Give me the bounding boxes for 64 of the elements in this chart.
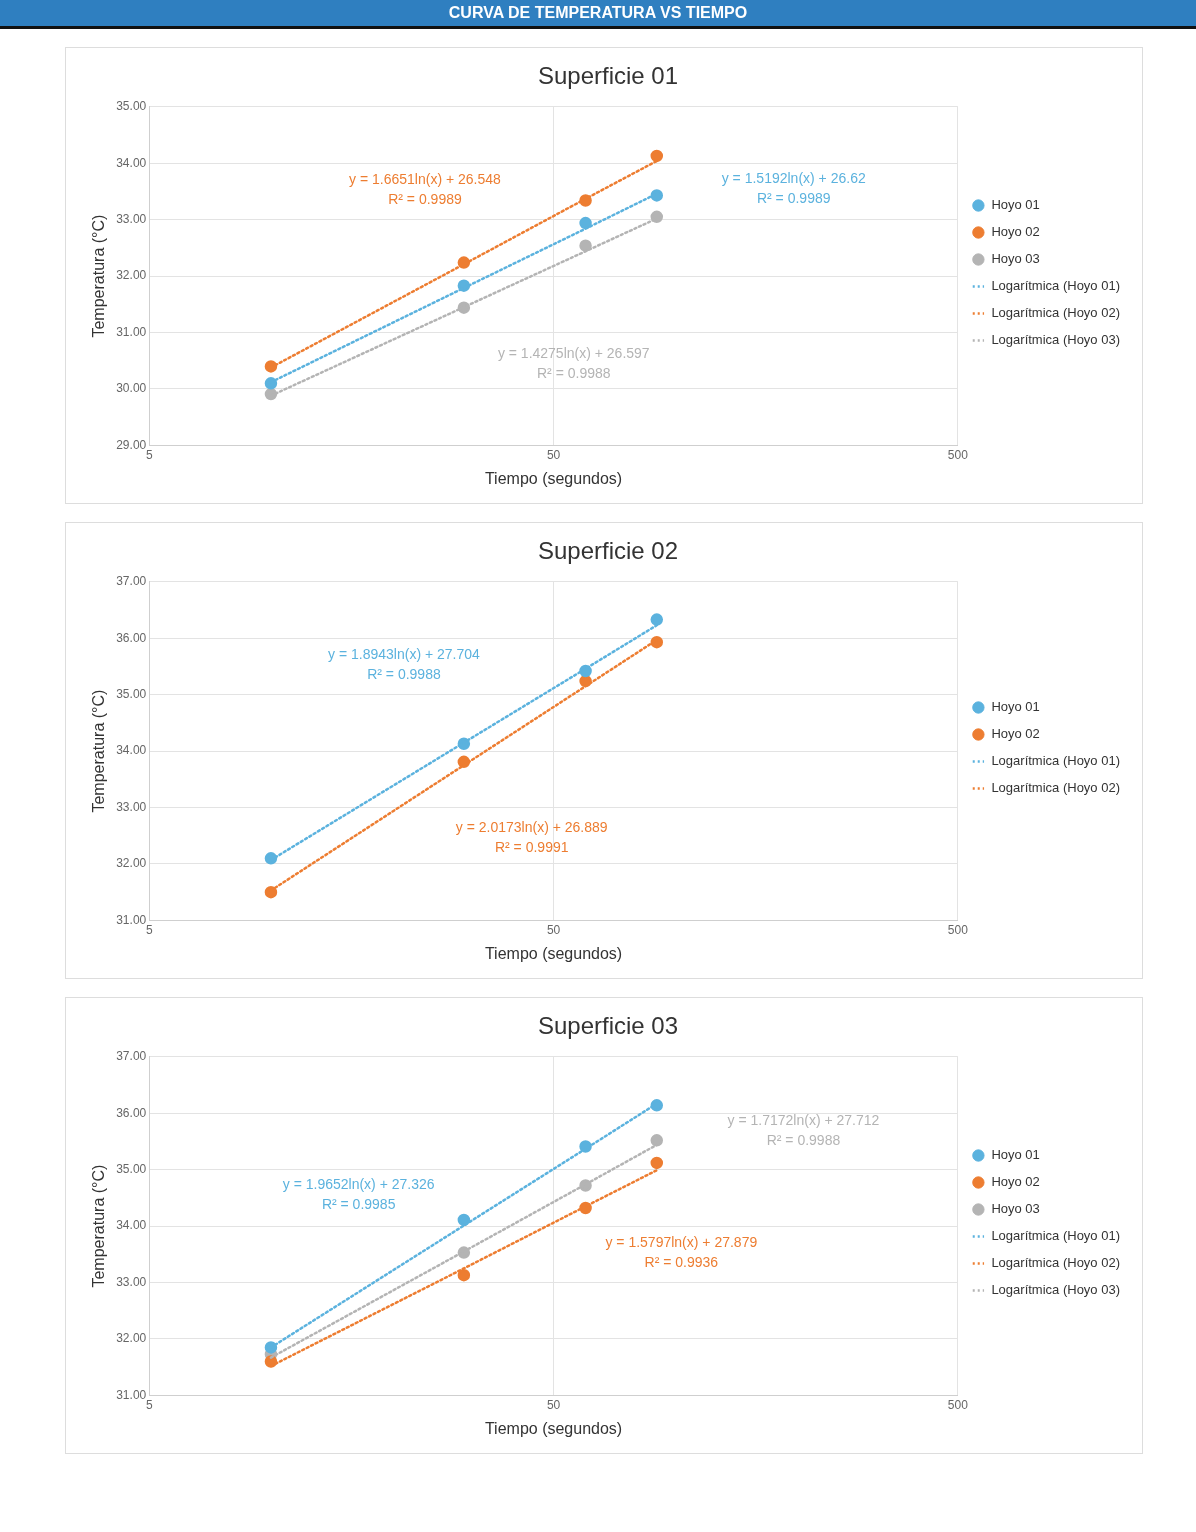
y-axis-title: Temperatura (°C) — [90, 689, 108, 813]
y-tick-label: 35.00 — [116, 686, 147, 701]
y-tick-label: 32.00 — [116, 856, 147, 871]
annotation: y = 1.5192ln(x) + 26.62 R² = 0.9989 — [721, 170, 866, 207]
x-tick-label: 500 — [947, 922, 969, 937]
y-tick-label: 29.00 — [116, 437, 147, 452]
legend-label: Hoyo 03 — [991, 251, 1040, 267]
y-tick-label: 31.00 — [116, 324, 147, 339]
legend-label: Logarítmica (Hoyo 01) — [991, 753, 1121, 769]
chart-title: Superficie 02 — [537, 537, 679, 565]
y-tick-label: 31.00 — [116, 1387, 147, 1402]
x-axis-title: Tiempo (segundos) — [484, 469, 623, 487]
y-tick-label: 33.00 — [116, 211, 147, 226]
x-tick-label: 5 — [145, 447, 153, 462]
y-tick-label: 36.00 — [116, 630, 147, 645]
x-tick-label: 50 — [546, 447, 561, 462]
y-tick-label: 36.00 — [116, 1105, 147, 1120]
legend-label: Hoyo 01 — [991, 699, 1040, 715]
legend-label: Logarítmica (Hoyo 03) — [991, 332, 1121, 348]
y-tick-label: 31.00 — [116, 912, 147, 927]
y-tick-label: 37.00 — [116, 574, 147, 589]
y-tick-label: 33.00 — [116, 1274, 147, 1289]
x-axis-title: Tiempo (segundos) — [484, 1419, 623, 1437]
x-tick-label: 50 — [546, 1397, 561, 1412]
x-tick-label: 500 — [947, 447, 969, 462]
y-tick-label: 34.00 — [116, 743, 147, 758]
legend-label: Hoyo 02 — [991, 1174, 1040, 1190]
legend-label: Logarítmica (Hoyo 01) — [991, 278, 1121, 294]
annotation: y = 2.0173ln(x) + 26.889 R² = 0.9991 — [455, 819, 608, 856]
y-tick-label: 32.00 — [116, 1331, 147, 1346]
legend-label: Hoyo 01 — [991, 197, 1040, 213]
x-axis-title: Tiempo (segundos) — [484, 944, 623, 962]
legend-label: Hoyo 02 — [991, 726, 1040, 742]
x-tick-label: 500 — [947, 1397, 969, 1412]
y-tick-label: 34.00 — [116, 155, 147, 170]
annotation: y = 1.5797ln(x) + 27.879 R² = 0.9936 — [605, 1233, 758, 1270]
legend-label: Logarítmica (Hoyo 03) — [991, 1282, 1121, 1298]
legend-label: Logarítmica (Hoyo 02) — [991, 780, 1121, 796]
y-tick-label: 32.00 — [116, 268, 147, 283]
legend-label: Logarítmica (Hoyo 02) — [991, 1255, 1121, 1271]
legend-label: Hoyo 02 — [991, 224, 1040, 240]
y-tick-label: 35.00 — [116, 99, 147, 114]
y-axis-title: Temperatura (°C) — [90, 214, 108, 338]
x-tick-label: 5 — [145, 1397, 153, 1412]
x-tick-label: 50 — [546, 922, 561, 937]
annotation: y = 1.4275ln(x) + 26.597 R² = 0.9988 — [497, 345, 650, 381]
y-axis-title: Temperatura (°C) — [90, 1164, 108, 1288]
legend-label: Logarítmica (Hoyo 02) — [991, 305, 1121, 321]
annotation: y = 1.6651ln(x) + 26.548 R² = 0.9989 — [349, 171, 502, 208]
y-tick-label: 37.00 — [116, 1049, 147, 1064]
text: CURVA DE TEMPERATURA VS TIEMPO — [0, 0, 1196, 29]
y-tick-label: 35.00 — [116, 1161, 147, 1176]
y-tick-label: 34.00 — [116, 1218, 147, 1233]
chart-title: Superficie 01 — [537, 62, 679, 90]
chart-title: Superficie 03 — [537, 1012, 679, 1040]
annotation: y = 1.8943ln(x) + 27.704 R² = 0.9988 — [328, 645, 481, 682]
legend-label: Hoyo 03 — [991, 1201, 1040, 1217]
x-tick-label: 5 — [145, 922, 153, 937]
y-tick-label: 33.00 — [116, 799, 147, 814]
annotation: y = 1.7172ln(x) + 27.712 R² = 0.9988 — [727, 1111, 880, 1148]
legend-label: Hoyo 01 — [991, 1147, 1040, 1163]
y-tick-label: 30.00 — [116, 381, 147, 396]
legend-label: Logarítmica (Hoyo 01) — [991, 1228, 1121, 1244]
annotation: y = 1.9652ln(x) + 27.326 R² = 0.9985 — [282, 1176, 435, 1213]
